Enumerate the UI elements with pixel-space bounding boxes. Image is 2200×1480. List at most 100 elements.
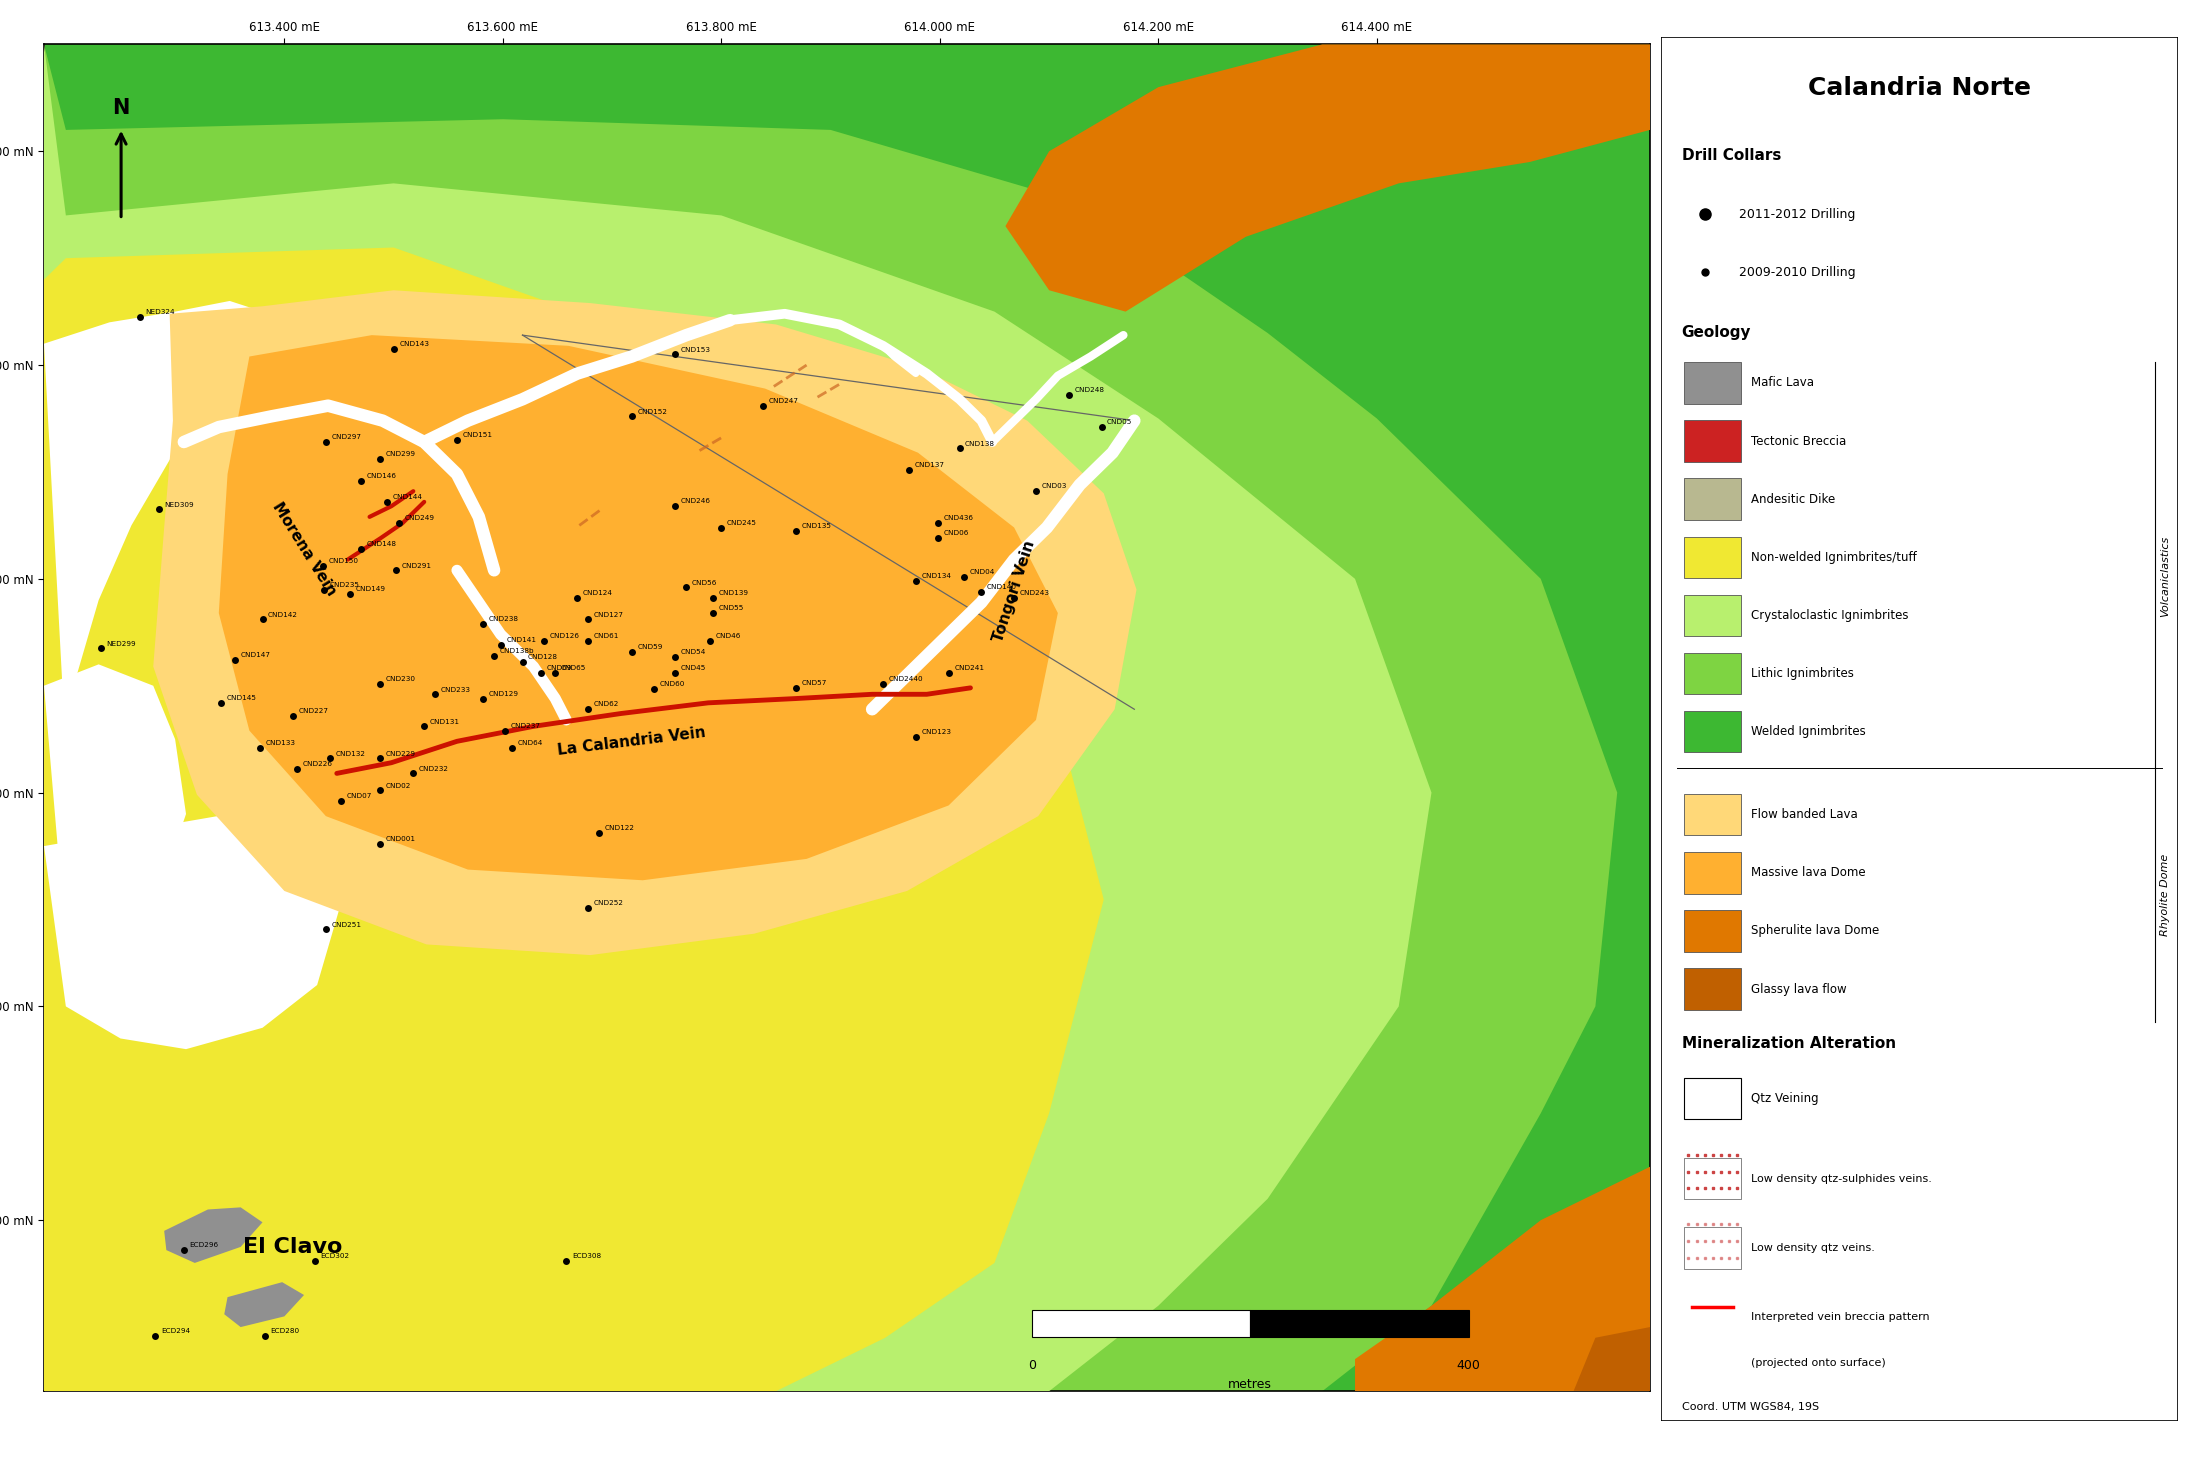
Bar xyxy=(1250,1310,1470,1338)
Text: ECD296: ECD296 xyxy=(189,1242,218,1248)
Text: Coord. UTM WGS84, 19S: Coord. UTM WGS84, 19S xyxy=(1681,1402,1819,1412)
Bar xyxy=(1685,793,1740,835)
Text: CND248: CND248 xyxy=(1074,388,1104,394)
Text: CND03: CND03 xyxy=(1041,484,1067,490)
Bar xyxy=(1685,478,1740,519)
Text: NED309: NED309 xyxy=(165,502,194,508)
Polygon shape xyxy=(44,44,1432,1391)
Text: CND127: CND127 xyxy=(594,611,623,617)
Bar xyxy=(1685,1227,1740,1268)
Text: CND07: CND07 xyxy=(348,793,372,799)
Text: Qtz Veining: Qtz Veining xyxy=(1751,1092,1819,1106)
Text: CND55: CND55 xyxy=(717,605,744,611)
Text: Interpreted vein breccia pattern: Interpreted vein breccia pattern xyxy=(1751,1311,1929,1322)
Text: Rhyolite Dome: Rhyolite Dome xyxy=(2160,854,2169,935)
Bar xyxy=(1685,1157,1740,1199)
Text: CND246: CND246 xyxy=(682,499,711,505)
Text: CND235: CND235 xyxy=(330,582,359,588)
Text: El Clavo: El Clavo xyxy=(242,1237,343,1257)
Text: CND61: CND61 xyxy=(594,633,618,639)
Text: ECD280: ECD280 xyxy=(271,1328,299,1333)
Text: Lithic Ignimbrites: Lithic Ignimbrites xyxy=(1751,667,1855,679)
Text: CND132: CND132 xyxy=(337,750,365,756)
Bar xyxy=(1685,1077,1740,1119)
Bar xyxy=(1685,710,1740,752)
Text: CND436: CND436 xyxy=(944,515,972,521)
Text: Andesitic Dike: Andesitic Dike xyxy=(1751,493,1835,506)
Text: CND140: CND140 xyxy=(988,585,1016,591)
Text: CND297: CND297 xyxy=(332,434,361,440)
Text: NED324: NED324 xyxy=(145,309,176,315)
Text: CND45: CND45 xyxy=(682,665,706,670)
Text: NED299: NED299 xyxy=(106,641,136,647)
Text: CND148: CND148 xyxy=(367,542,396,548)
Text: Drill Collars: Drill Collars xyxy=(1681,148,1782,163)
Polygon shape xyxy=(224,1282,304,1328)
Text: CND001: CND001 xyxy=(385,836,416,842)
Text: CND46: CND46 xyxy=(715,633,741,639)
Text: Morena Vein: Morena Vein xyxy=(268,500,339,598)
Text: CND229: CND229 xyxy=(385,750,416,756)
Text: Welded Ignimbrites: Welded Ignimbrites xyxy=(1751,725,1866,739)
Text: Calandria Norte: Calandria Norte xyxy=(1808,75,2031,99)
Text: CND134: CND134 xyxy=(922,573,950,579)
Text: N: N xyxy=(112,99,130,118)
Text: CND291: CND291 xyxy=(400,562,431,568)
Text: CND139: CND139 xyxy=(717,591,748,596)
Text: CND238: CND238 xyxy=(488,616,519,622)
Text: Low density qtz veins.: Low density qtz veins. xyxy=(1751,1243,1874,1254)
Text: CND247: CND247 xyxy=(768,398,799,404)
Text: CND64: CND64 xyxy=(517,740,543,746)
Polygon shape xyxy=(44,814,339,1049)
Polygon shape xyxy=(154,290,1137,955)
Text: CND137: CND137 xyxy=(915,462,944,468)
Polygon shape xyxy=(1573,1328,1650,1391)
Text: CND245: CND245 xyxy=(726,519,757,525)
Text: CND133: CND133 xyxy=(266,740,295,746)
Text: CND232: CND232 xyxy=(418,765,449,771)
Bar xyxy=(1685,653,1740,694)
Text: CND144: CND144 xyxy=(392,494,422,500)
Text: CND145: CND145 xyxy=(227,696,257,702)
Text: CND152: CND152 xyxy=(638,408,667,414)
Text: CND05: CND05 xyxy=(1107,419,1133,425)
Text: CND124: CND124 xyxy=(583,591,614,596)
Bar xyxy=(1685,420,1740,462)
Text: (projected onto surface): (projected onto surface) xyxy=(1751,1357,1885,1368)
Text: Low density qtz-sulphides veins.: Low density qtz-sulphides veins. xyxy=(1751,1174,1932,1184)
Text: Non-welded Ignimbrites/tuff: Non-welded Ignimbrites/tuff xyxy=(1751,551,1916,564)
Text: CND129: CND129 xyxy=(488,691,519,697)
Polygon shape xyxy=(218,334,1058,881)
Text: 2011-2012 Drilling: 2011-2012 Drilling xyxy=(1738,207,1855,221)
Text: Tongori Vein: Tongori Vein xyxy=(990,539,1038,644)
Text: CND299: CND299 xyxy=(385,451,416,457)
Text: Mineralization Alteration: Mineralization Alteration xyxy=(1681,1036,1896,1051)
Text: 400: 400 xyxy=(1456,1359,1481,1372)
Text: metres: metres xyxy=(1228,1378,1272,1391)
Text: CND249: CND249 xyxy=(405,515,436,521)
Text: Volcaniclastics: Volcaniclastics xyxy=(2160,536,2169,617)
Text: CND142: CND142 xyxy=(268,611,297,617)
Text: CND60: CND60 xyxy=(660,681,684,687)
Polygon shape xyxy=(1005,44,1650,312)
Bar xyxy=(1685,537,1740,579)
Polygon shape xyxy=(44,247,1104,1391)
Text: Glassy lava flow: Glassy lava flow xyxy=(1751,983,1848,996)
Text: CND04: CND04 xyxy=(970,568,994,574)
Text: Flow banded Lava: Flow banded Lava xyxy=(1751,808,1859,821)
Text: Massive lava Dome: Massive lava Dome xyxy=(1751,866,1866,879)
Text: CND241: CND241 xyxy=(955,665,983,670)
Bar xyxy=(1032,1310,1250,1338)
Text: CND143: CND143 xyxy=(398,342,429,348)
Text: CND126: CND126 xyxy=(550,633,581,639)
Bar xyxy=(1685,852,1740,894)
Text: CND251: CND251 xyxy=(332,922,361,928)
Polygon shape xyxy=(44,44,1617,1391)
Text: CND230: CND230 xyxy=(385,676,416,682)
Text: CND252: CND252 xyxy=(594,900,623,906)
Text: CND138b: CND138b xyxy=(499,648,535,654)
Text: CND149: CND149 xyxy=(356,586,385,592)
Text: CND151: CND151 xyxy=(462,432,493,438)
Text: CND150: CND150 xyxy=(328,558,359,564)
Text: CND62: CND62 xyxy=(594,702,618,707)
